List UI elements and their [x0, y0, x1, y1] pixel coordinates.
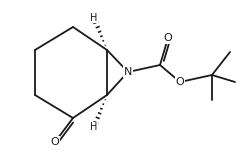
Text: N: N [123, 67, 132, 77]
Text: O: O [50, 137, 59, 147]
Text: H: H [90, 13, 97, 23]
Text: H: H [90, 122, 97, 132]
Text: O: O [163, 33, 172, 43]
Text: O: O [175, 77, 184, 87]
